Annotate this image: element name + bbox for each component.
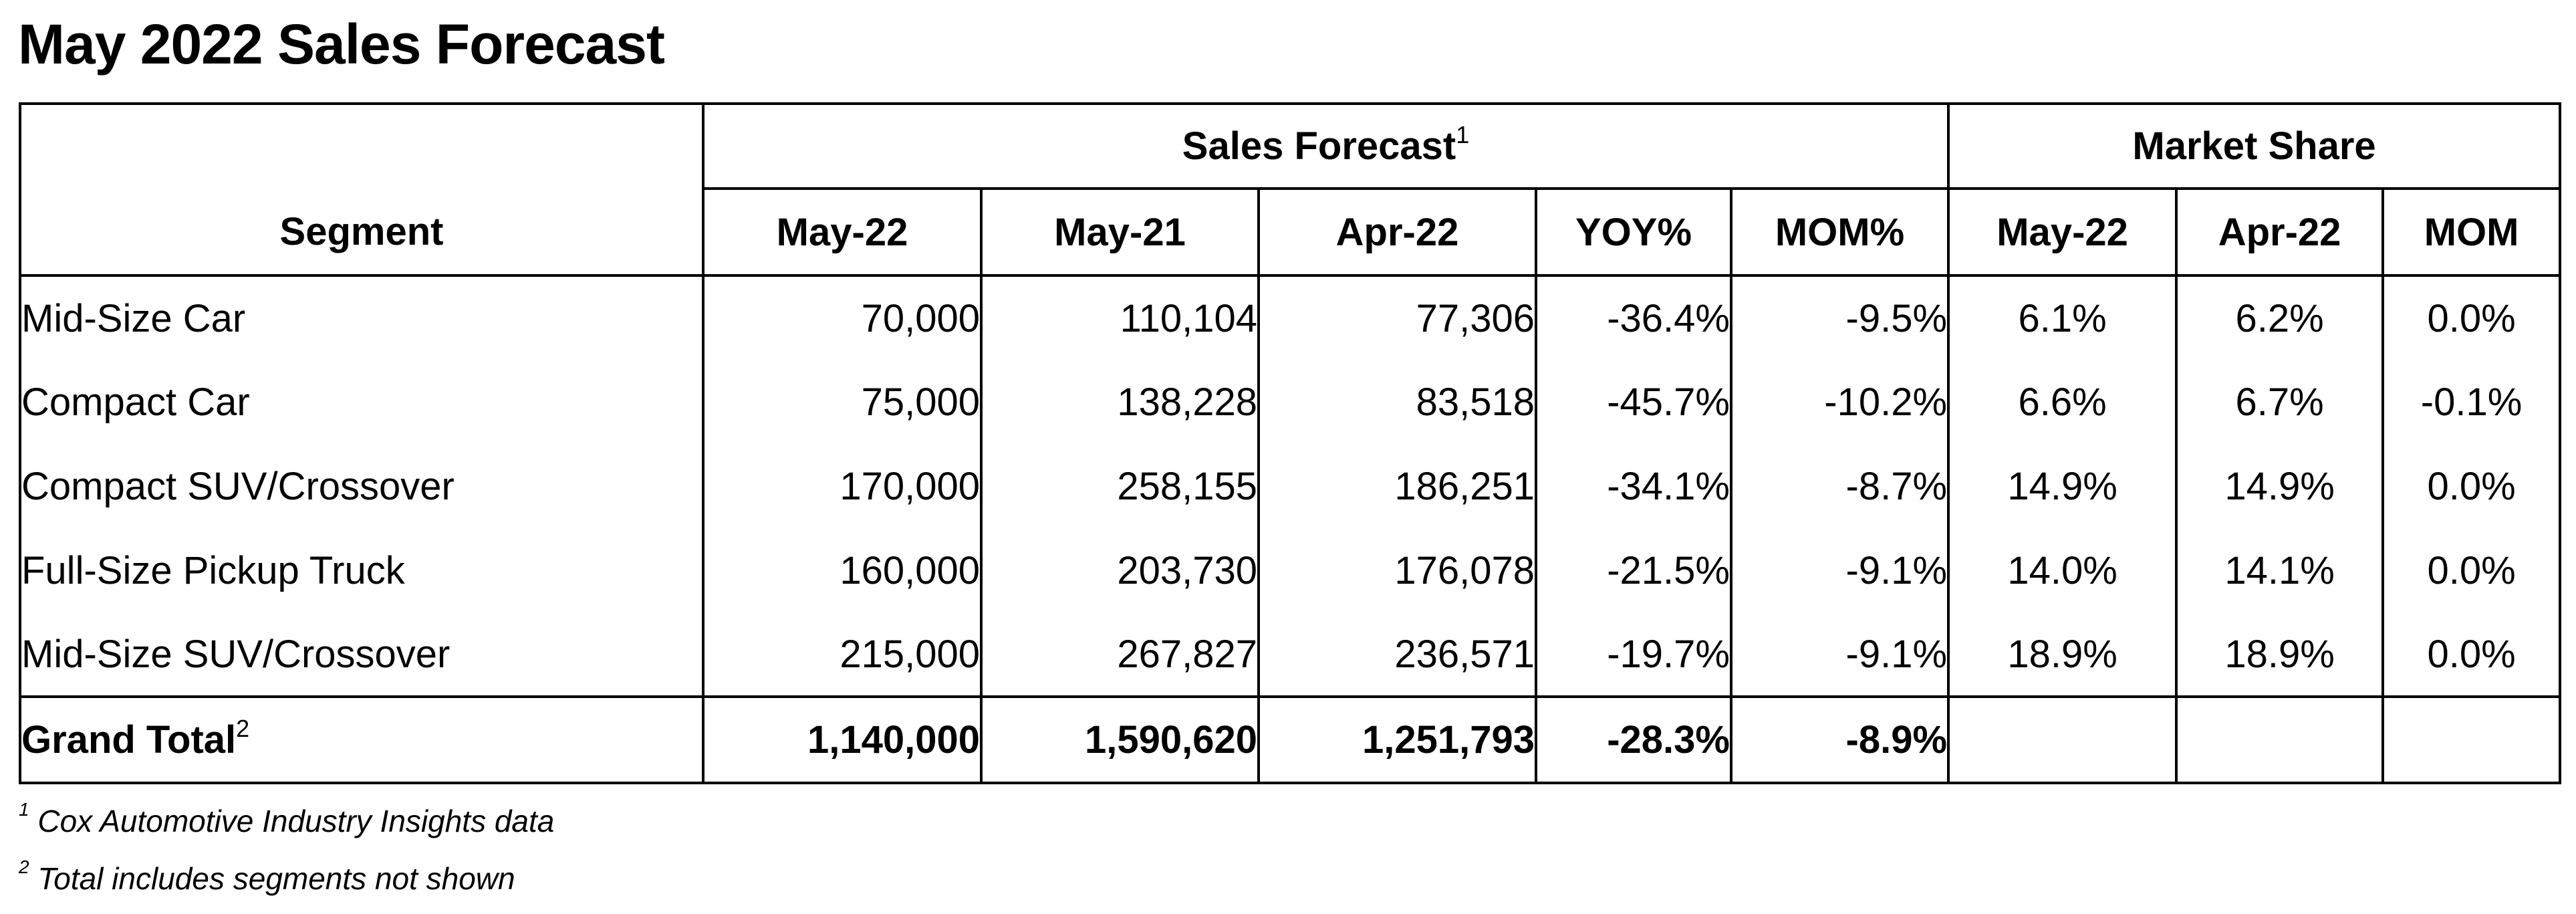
column-header-segment: Segment xyxy=(19,189,704,277)
yoy-cell: -21.5% xyxy=(1535,528,1732,612)
group-header-sales-forecast: Sales Forecast1 xyxy=(701,102,1950,190)
may21-cell: 258,155 xyxy=(980,444,1260,528)
grand-total-may22: 1,140,000 xyxy=(702,695,983,784)
sales-forecast-table: Sales Forecast1 Market Share Segment May… xyxy=(19,102,2562,784)
group-header-market-share: Market Share xyxy=(1947,102,2562,190)
ms-mom-cell: 0.0% xyxy=(2381,444,2562,528)
grand-total-mom: -8.9% xyxy=(1729,695,1950,784)
ms-may22-cell: 6.1% xyxy=(1947,275,2178,360)
column-header-ms-mom: MOM xyxy=(2381,187,2562,277)
grand-total-may21: 1,590,620 xyxy=(980,695,1260,784)
column-header-apr22: Apr-22 xyxy=(1257,187,1537,277)
footnote-1: 1 Cox Automotive Industry Insights data xyxy=(19,799,555,838)
yoy-cell: -36.4% xyxy=(1535,275,1732,360)
table-row: Full-Size Pickup Truck 160,000 203,730 1… xyxy=(19,528,2562,612)
may21-cell: 138,228 xyxy=(980,360,1260,444)
apr22-cell: 186,251 xyxy=(1257,444,1537,528)
footnote-2: 2 Total includes segments not shown xyxy=(19,856,515,896)
ms-mom-cell: 0.0% xyxy=(2381,528,2562,612)
table-row: Mid-Size Car 70,000 110,104 77,306 -36.4… xyxy=(19,275,2562,360)
ms-mom-cell: 0.0% xyxy=(2381,612,2562,697)
page-title: May 2022 Sales Forecast xyxy=(18,13,665,76)
apr22-cell: 83,518 xyxy=(1257,360,1537,444)
mom-cell: -9.5% xyxy=(1729,275,1950,360)
yoy-cell: -19.7% xyxy=(1535,612,1732,697)
column-header-yoy: YOY% xyxy=(1535,187,1732,277)
ms-may22-cell: 6.6% xyxy=(1947,360,2178,444)
segment-cell: Compact Car xyxy=(19,360,704,444)
may22-cell: 70,000 xyxy=(702,275,983,360)
apr22-cell: 176,078 xyxy=(1257,528,1537,612)
mom-cell: -9.1% xyxy=(1729,612,1950,697)
grand-total-yoy: -28.3% xyxy=(1535,695,1732,784)
ms-may22-cell: 18.9% xyxy=(1947,612,2178,697)
ms-apr22-cell: 6.7% xyxy=(2175,360,2385,444)
column-header-may22: May-22 xyxy=(702,187,983,277)
grand-total-ms-may22 xyxy=(1947,695,2178,784)
ms-may22-cell: 14.0% xyxy=(1947,528,2178,612)
grand-total-row: Grand Total2 1,140,000 1,590,620 1,251,7… xyxy=(19,695,2562,784)
grand-total-label: Grand Total2 xyxy=(19,695,704,784)
table-row: Compact Car 75,000 138,228 83,518 -45.7%… xyxy=(19,360,2562,444)
ms-mom-cell: -0.1% xyxy=(2381,360,2562,444)
may21-cell: 203,730 xyxy=(980,528,1260,612)
ms-apr22-cell: 18.9% xyxy=(2175,612,2385,697)
segment-cell: Compact SUV/Crossover xyxy=(19,444,704,528)
table-row: Compact SUV/Crossover 170,000 258,155 18… xyxy=(19,444,2562,528)
ms-apr22-cell: 14.1% xyxy=(2175,528,2385,612)
grand-total-ms-mom xyxy=(2381,695,2562,784)
grand-total-apr22: 1,251,793 xyxy=(1257,695,1537,784)
ms-apr22-cell: 14.9% xyxy=(2175,444,2385,528)
may21-cell: 110,104 xyxy=(980,275,1260,360)
column-header-may21: May-21 xyxy=(980,187,1260,277)
apr22-cell: 236,571 xyxy=(1257,612,1537,697)
grand-total-ms-apr22 xyxy=(2175,695,2385,784)
apr22-cell: 77,306 xyxy=(1257,275,1537,360)
ms-mom-cell: 0.0% xyxy=(2381,275,2562,360)
may22-cell: 170,000 xyxy=(702,444,983,528)
segment-cell: Full-Size Pickup Truck xyxy=(19,528,704,612)
group-header-blank xyxy=(19,102,704,189)
yoy-cell: -45.7% xyxy=(1535,360,1732,444)
column-header-ms-may22: May-22 xyxy=(1947,187,2178,277)
may22-cell: 75,000 xyxy=(702,360,983,444)
table-row: Mid-Size SUV/Crossover 215,000 267,827 2… xyxy=(19,612,2562,697)
may22-cell: 215,000 xyxy=(702,612,983,697)
mom-cell: -9.1% xyxy=(1729,528,1950,612)
segment-cell: Mid-Size SUV/Crossover xyxy=(19,612,704,697)
column-header-row: Segment May-22 May-21 Apr-22 YOY% MOM% M… xyxy=(19,187,2562,277)
ms-may22-cell: 14.9% xyxy=(1947,444,2178,528)
column-header-mom: MOM% xyxy=(1729,187,1950,277)
ms-apr22-cell: 6.2% xyxy=(2175,275,2385,360)
mom-cell: -8.7% xyxy=(1729,444,1950,528)
group-header-row: Sales Forecast1 Market Share xyxy=(19,102,2562,190)
may21-cell: 267,827 xyxy=(980,612,1260,697)
may22-cell: 160,000 xyxy=(702,528,983,612)
segment-cell: Mid-Size Car xyxy=(19,275,704,360)
yoy-cell: -34.1% xyxy=(1535,444,1732,528)
column-header-ms-apr22: Apr-22 xyxy=(2175,187,2385,277)
mom-cell: -10.2% xyxy=(1729,360,1950,444)
